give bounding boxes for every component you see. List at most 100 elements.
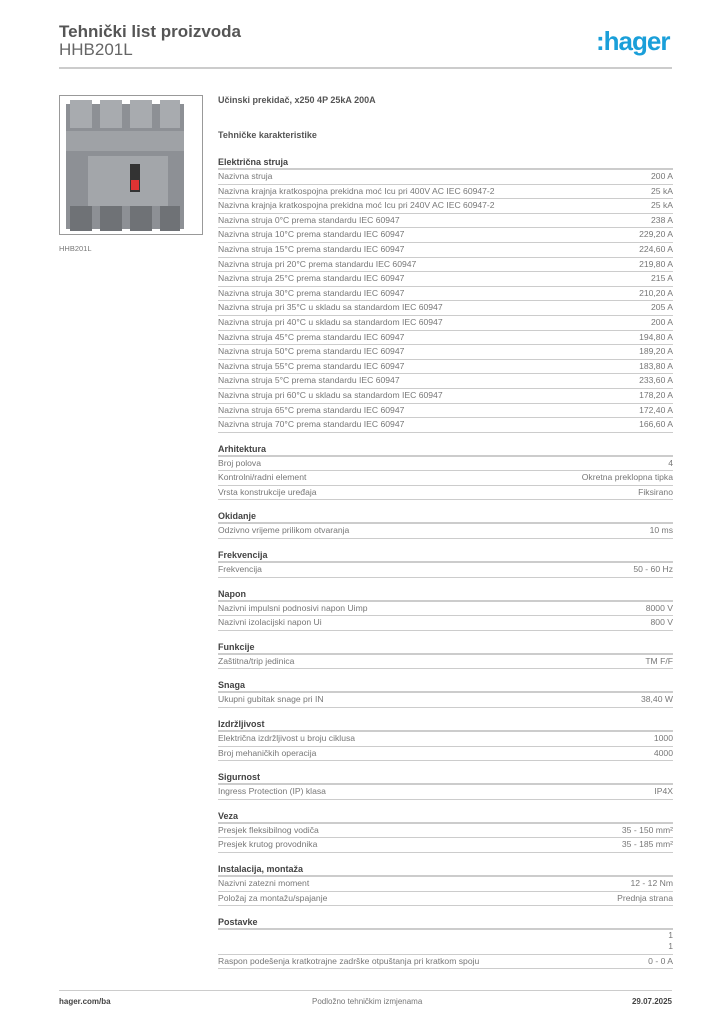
product-code: HHB201L	[59, 40, 133, 59]
spec-label: Nazivna struja 55°C prema standardu IEC …	[218, 360, 405, 371]
spec-value: 38,40 W	[640, 694, 673, 705]
spec-value: 0 - 0 A	[648, 955, 673, 966]
spec-value: TM F/F	[645, 655, 673, 666]
spec-row: Položaj za montažu/spajanje Prednja stran…	[218, 892, 673, 907]
spec-value: 215 A	[651, 273, 673, 284]
spec-row: Nazivna struja 45°C prema standardu IEC …	[218, 331, 673, 346]
spec-value: 35 - 150 mm²	[621, 824, 673, 835]
spec-value: 12 - 12 Nm	[630, 878, 673, 888]
spec-label: Broj polova	[218, 457, 261, 468]
footer-divider	[59, 990, 672, 991]
spec-value: IP4X	[654, 786, 673, 797]
spec-label: Ingress Protection (IP) klasa	[218, 786, 326, 797]
spec-value: 50 - 60 Hz	[633, 564, 673, 575]
spec-section: Sigurnost Ingress Protection (IP) klasa IP…	[218, 771, 673, 800]
spec-row: Nazivna struja 200 A	[218, 170, 673, 185]
spec-value: 178,20 A	[639, 389, 673, 400]
spec-label: Nazivni zatezni moment	[218, 878, 310, 888]
spec-section: Arhitektura Broj polova 4 Kontrolni/radni e…	[218, 443, 673, 501]
spec-row: Nazivna struja 30°C prema standardu IEC …	[218, 287, 673, 302]
section-title: Izdržljivost	[218, 718, 673, 733]
spec-row: Vrsta konstrukcije uređaja Fiksirano	[218, 486, 673, 501]
spec-section: Funkcije Zaštitna/trip jedinica TM F/F	[218, 641, 673, 670]
spec-row: 1	[218, 940, 673, 955]
spec-value: 4000	[653, 747, 673, 758]
spec-label: Presjek krutog provodnika	[218, 839, 318, 850]
spec-value: 219,80 A	[639, 258, 673, 269]
spec-row: Nazivna struja 15°C prema standardu IEC …	[218, 243, 673, 258]
section-title: Frekvencija	[218, 549, 673, 564]
spec-row: Frekvencija 50 - 60 Hz	[218, 563, 673, 578]
section-title: Sigurnost	[218, 771, 673, 786]
spec-row: Presjek fleksibilnog vodiča 35 - 150 mm²	[218, 824, 673, 839]
spec-label: Frekvencija	[218, 564, 262, 575]
hager-logo: :hager	[596, 26, 670, 56]
spec-label: Zaštitna/trip jedinica	[218, 655, 295, 666]
spec-label: Nazivna struja pri 60°C u skladu sa stan…	[218, 389, 443, 400]
spec-row: Raspon podešenja kratkotrajne zadrške ot…	[218, 955, 673, 970]
spec-value: 200 A	[651, 316, 673, 327]
footer-site-link[interactable]: hager.com/ba	[59, 997, 111, 1006]
spec-row: Broj mehaničkih operacija 4000	[218, 747, 673, 762]
spec-label: Kontrolni/radni element	[218, 472, 307, 483]
spec-row: Nazivna struja 70°C prema standardu IEC …	[218, 418, 673, 433]
spec-value: 800 V	[650, 617, 673, 628]
spec-value: Fiksirano	[638, 486, 673, 497]
spec-row: Nazivni impulsni podnosivi napon Uimp 800…	[218, 602, 673, 617]
spec-label: Nazivna struja 45°C prema standardu IEC …	[218, 331, 405, 342]
spec-value: 172,40 A	[639, 404, 673, 415]
section-title: Napon	[218, 588, 673, 602]
spec-value: 10 ms	[649, 525, 673, 536]
spec-value: 205 A	[651, 302, 673, 313]
spec-label: Vrsta konstrukcije uređaja	[218, 486, 317, 497]
spec-label: Nazivna struja 25°C prema standardu IEC …	[218, 273, 405, 284]
footer-note: Podložno tehničkim izmjenama	[312, 997, 423, 1006]
spec-label: Nazivna krajnja kratkospojna prekidna mo…	[218, 200, 495, 211]
spec-row: Nazivna krajnja kratkospojna prekidna mo…	[218, 185, 673, 200]
spec-value: 183,80 A	[639, 360, 673, 371]
spec-row: Zaštitna/trip jedinica TM F/F	[218, 655, 673, 670]
spec-label: Nazivna struja 10°C prema standardu IEC …	[218, 229, 405, 240]
spec-label: Broj mehaničkih operacija	[218, 747, 317, 758]
spec-label: Nazivna struja 70°C prema standardu IEC …	[218, 419, 405, 430]
spec-row: Nazivna struja pri 20°C prema standardu …	[218, 258, 673, 273]
spec-row: Nazivna krajnja kratkospojna prekidna mo…	[218, 199, 673, 214]
section-title: Električna struja	[218, 156, 673, 170]
section-title: Arhitektura	[218, 443, 673, 457]
spec-label: Ukupni gubitak snage pri IN	[218, 694, 324, 705]
spec-label: Nazivna struja 30°C prema standardu IEC …	[218, 287, 405, 298]
spec-row: Nazivna struja 10°C prema standardu IEC …	[218, 228, 673, 243]
spec-content: Učinski prekidač, x250 4P 25kA 200A Tehn…	[218, 95, 673, 979]
spec-row: Nazivna struja 5°C prema standardu IEC 6…	[218, 374, 673, 389]
spec-value: 25 kA	[651, 185, 673, 196]
spec-label: Nazivna struja pri 20°C prema standardu …	[218, 258, 417, 269]
spec-label: Raspon podešenja kratkotrajne zadrške ot…	[218, 955, 480, 966]
spec-section: Instalacija, montaža Nazivni zatezni mome…	[218, 863, 673, 907]
spec-row: Nazivna struja 25°C prema standardu IEC …	[218, 272, 673, 287]
spec-label: Nazivna struja 65°C prema standardu IEC …	[218, 404, 405, 415]
spec-value: 189,20 A	[639, 346, 673, 357]
spec-value: 1	[668, 930, 673, 941]
spec-row: Nazivni zatezni moment 12 - 12 Nm	[218, 877, 673, 892]
spec-value: Okretna preklopna tipka	[581, 472, 673, 483]
spec-value: 166,60 A	[639, 419, 673, 430]
spec-row: Nazivna struja pri 40°C u skladu sa stan…	[218, 316, 673, 331]
spec-row: Presjek krutog provodnika 35 - 185 mm²	[218, 838, 673, 853]
spec-row: Nazivna struja 0°C prema standardu IEC 6…	[218, 214, 673, 229]
spec-row: Električna izdržljivost u broju ciklusa 1…	[218, 732, 673, 747]
section-title: Okidanje	[218, 510, 673, 525]
spec-label: Nazivna struja 15°C prema standardu IEC …	[218, 243, 405, 254]
spec-label: Presjek fleksibilnog vodiča	[218, 824, 319, 835]
spec-value: 35 - 185 mm²	[621, 839, 673, 850]
spec-label: Odzivno vrijeme prilikom otvaranja	[218, 525, 350, 536]
spec-row: Odzivno vrijeme prilikom otvaranja 10 ms	[218, 524, 673, 540]
spec-label: Nazivna struja 0°C prema standardu IEC 6…	[218, 214, 400, 225]
spec-section: Frekvencija Frekvencija 50 - 60 Hz	[218, 549, 673, 578]
page-title: Tehnički list proizvoda	[59, 22, 241, 41]
section-title: Funkcije	[218, 641, 673, 655]
spec-label: Nazivna struja pri 35°C u skladu sa stan…	[218, 302, 443, 313]
spec-section: Postavke 1 1 Raspon podešenja kratkotrajne …	[218, 916, 673, 970]
spec-row: 1	[218, 930, 673, 940]
spec-label: Nazivna struja 5°C prema standardu IEC 6…	[218, 375, 400, 386]
spec-value: 1000	[653, 733, 673, 744]
